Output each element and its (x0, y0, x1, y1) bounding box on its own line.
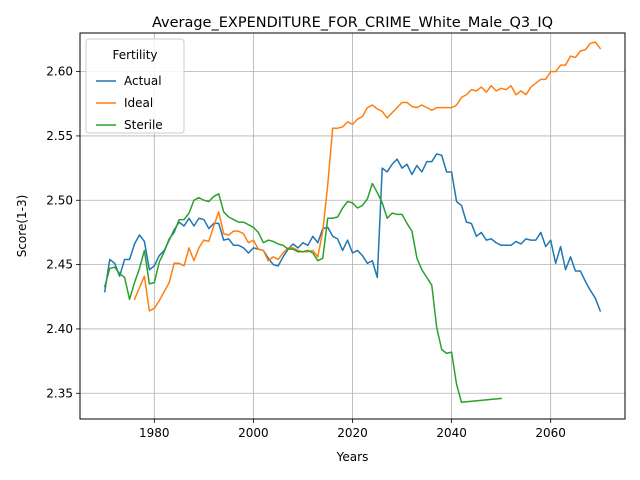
y-axis-title: Score(1-3) (15, 195, 29, 258)
x-axis-title: Years (336, 450, 369, 464)
legend-label: Ideal (124, 96, 153, 110)
x-tick-label: 2000 (238, 426, 269, 440)
y-tick-label: 2.60 (46, 65, 73, 79)
x-tick-label: 2040 (436, 426, 467, 440)
grid (80, 33, 625, 419)
y-axis: 2.35 2.40 2.45 2.50 2.55 2.60 (46, 65, 80, 400)
x-axis: 1980 2000 2020 2040 2060 (139, 419, 566, 440)
x-tick-label: 2060 (535, 426, 566, 440)
legend-label: Actual (124, 74, 162, 88)
x-tick-label: 2020 (337, 426, 368, 440)
x-tick-label: 1980 (139, 426, 170, 440)
legend-label: Sterile (124, 118, 163, 132)
y-tick-label: 2.35 (46, 386, 73, 400)
series-line-ideal (133, 41, 602, 312)
legend-box (85, 38, 185, 134)
y-tick-label: 2.40 (46, 322, 73, 336)
y-tick-label: 2.45 (46, 258, 73, 272)
y-tick-label: 2.50 (46, 193, 73, 207)
series-line-actual (103, 153, 602, 312)
legend: Fertility Actual Ideal Sterile (85, 38, 185, 134)
series-layer (103, 41, 602, 404)
chart-title: Average_EXPENDITURE_FOR_CRIME_White_Male… (152, 15, 553, 31)
y-tick-label: 2.55 (46, 129, 73, 143)
series-line-sterile (103, 182, 502, 404)
legend-title: Fertility (112, 48, 157, 62)
